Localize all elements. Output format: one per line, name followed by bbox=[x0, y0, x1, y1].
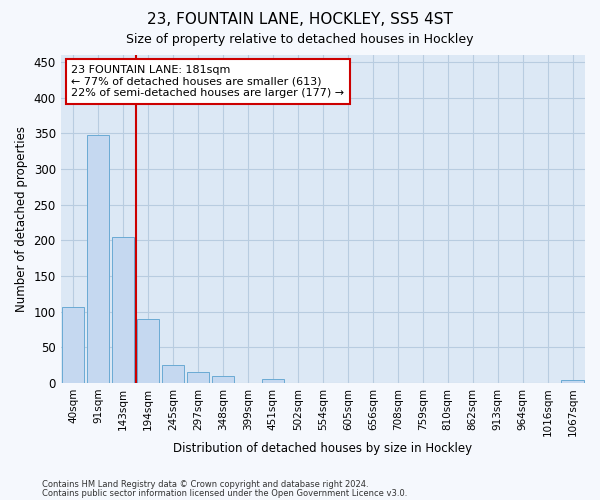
Bar bbox=[212, 376, 234, 383]
Text: 23, FOUNTAIN LANE, HOCKLEY, SS5 4ST: 23, FOUNTAIN LANE, HOCKLEY, SS5 4ST bbox=[147, 12, 453, 28]
Bar bbox=[162, 365, 184, 383]
Bar bbox=[137, 319, 159, 383]
Bar bbox=[62, 306, 85, 383]
Text: 23 FOUNTAIN LANE: 181sqm
← 77% of detached houses are smaller (613)
22% of semi-: 23 FOUNTAIN LANE: 181sqm ← 77% of detach… bbox=[71, 65, 344, 98]
Bar bbox=[187, 372, 209, 383]
Y-axis label: Number of detached properties: Number of detached properties bbox=[15, 126, 28, 312]
Bar bbox=[561, 380, 584, 383]
Bar bbox=[262, 380, 284, 383]
Text: Contains public sector information licensed under the Open Government Licence v3: Contains public sector information licen… bbox=[42, 489, 407, 498]
Bar bbox=[112, 237, 134, 383]
X-axis label: Distribution of detached houses by size in Hockley: Distribution of detached houses by size … bbox=[173, 442, 472, 455]
Text: Contains HM Land Registry data © Crown copyright and database right 2024.: Contains HM Land Registry data © Crown c… bbox=[42, 480, 368, 489]
Text: Size of property relative to detached houses in Hockley: Size of property relative to detached ho… bbox=[126, 32, 474, 46]
Bar bbox=[87, 135, 109, 383]
